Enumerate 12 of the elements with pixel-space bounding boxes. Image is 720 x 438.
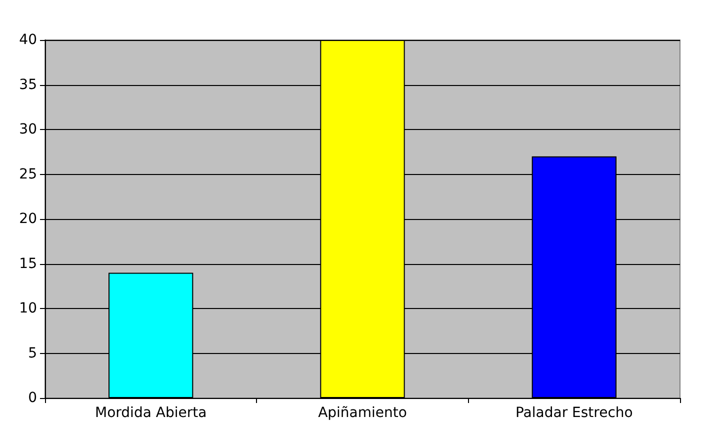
y-tick-label: 30 bbox=[19, 122, 37, 138]
y-tick-label: 35 bbox=[19, 76, 37, 93]
y-tick-label: 5 bbox=[28, 345, 37, 362]
y-tick-label: 0 bbox=[28, 390, 37, 406]
x-tick-label: Paladar Estrecho bbox=[515, 405, 633, 421]
y-tick-label: 40 bbox=[19, 32, 37, 48]
y-tick-label: 15 bbox=[19, 256, 37, 272]
y-tick-label: 10 bbox=[19, 300, 37, 316]
x-tick-label: Mordida Abierta bbox=[95, 405, 207, 421]
x-tick-label: Apiñamiento bbox=[318, 405, 407, 421]
y-tick-label: 25 bbox=[19, 166, 37, 182]
y-tick-label: 20 bbox=[19, 211, 37, 227]
